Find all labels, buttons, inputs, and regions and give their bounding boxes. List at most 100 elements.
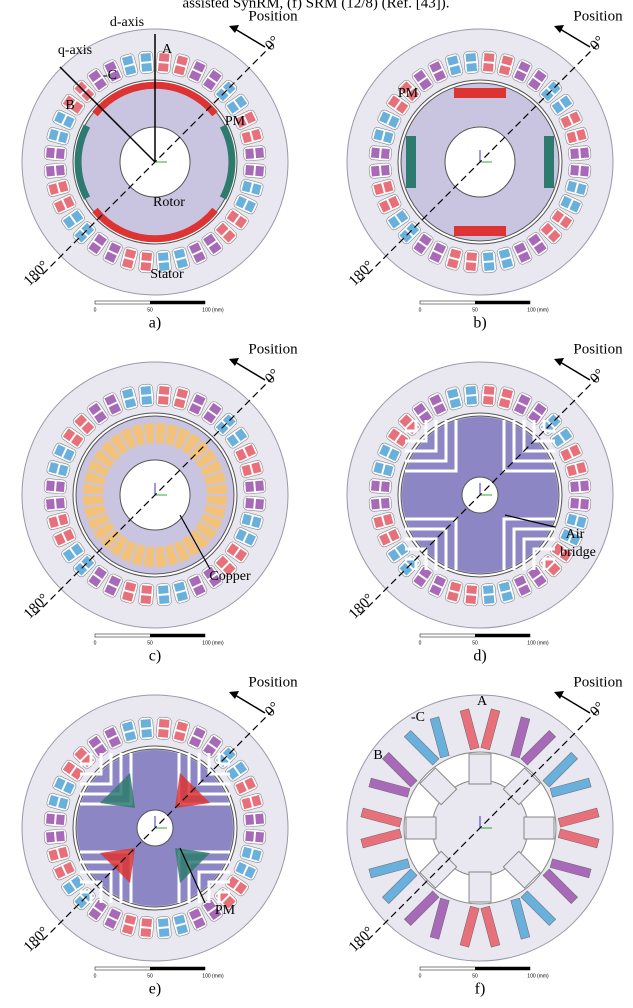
coil <box>466 396 477 405</box>
slot <box>44 811 67 827</box>
coil <box>158 252 169 261</box>
position-arrow <box>235 29 265 47</box>
slot <box>243 811 266 827</box>
slot <box>44 145 67 161</box>
coil <box>56 165 65 176</box>
coil <box>159 595 170 604</box>
slot <box>44 478 67 494</box>
slot <box>156 384 172 407</box>
annotation: -C <box>411 710 425 725</box>
coil <box>570 165 579 176</box>
arrow-head <box>554 358 564 366</box>
coil <box>484 262 495 271</box>
slot <box>243 829 266 845</box>
coil <box>255 166 264 177</box>
slot <box>568 496 591 512</box>
arrow-head <box>229 358 239 366</box>
slot <box>243 145 266 161</box>
position-label: Position <box>573 341 623 357</box>
slot <box>481 51 497 74</box>
angle-label: 0° <box>587 699 608 720</box>
panel-label: c) <box>149 648 161 665</box>
position-label: Position <box>248 674 298 690</box>
slot <box>369 145 392 161</box>
coil <box>46 814 55 825</box>
coil <box>141 729 152 738</box>
annotation: -C <box>103 68 117 83</box>
annotation: Air <box>566 527 585 542</box>
coil <box>245 165 254 176</box>
slot <box>156 717 172 740</box>
coil <box>483 396 494 405</box>
panel-label: e) <box>149 981 161 998</box>
angle-label: 0° <box>262 33 283 54</box>
slot <box>568 145 591 161</box>
angle-label: 0° <box>262 699 283 720</box>
coil <box>141 585 152 594</box>
coil <box>56 814 65 825</box>
slot <box>138 583 154 606</box>
scale-bar-fill <box>475 634 530 637</box>
slot <box>369 163 392 179</box>
annotation: PM <box>225 114 246 129</box>
coil <box>158 63 169 72</box>
coil <box>483 63 494 72</box>
scale-label: 100 (mm) <box>202 640 224 646</box>
coil <box>580 499 589 510</box>
coil <box>580 481 589 492</box>
position-arrow <box>560 362 590 380</box>
annotation: bridge <box>560 545 596 560</box>
coil <box>483 252 494 261</box>
annotation: A <box>477 694 488 709</box>
scale-label: 50 <box>147 973 153 979</box>
annotation: PM <box>215 903 236 918</box>
motor-panel: Position0°180°d-axisq-axisA-CBPMRotorSta… <box>21 8 298 331</box>
annotation: Copper <box>209 569 251 584</box>
annotation: Stator <box>150 267 184 282</box>
position-arrow <box>560 695 590 713</box>
caption: assisted SynRM, (f) SRM (12/8) (Ref. [43… <box>182 0 449 11</box>
rotor-pole <box>524 817 554 839</box>
coil <box>466 595 477 604</box>
coil <box>466 386 477 395</box>
panel-label: b) <box>473 315 486 332</box>
arrow-head <box>229 691 239 699</box>
angle-label: 180° <box>346 924 377 955</box>
annotation: B <box>373 748 382 763</box>
slot <box>243 163 266 179</box>
magnet <box>406 136 416 188</box>
scale-label: 100 (mm) <box>202 307 224 313</box>
scale-label: 0 <box>419 973 422 979</box>
coil <box>245 831 254 842</box>
scale-label: 100 (mm) <box>527 307 549 313</box>
scale-label: 100 (mm) <box>527 640 549 646</box>
rotor-pole <box>469 754 491 784</box>
coil <box>141 396 152 405</box>
scale-bar-fill <box>475 301 530 304</box>
coil <box>255 832 264 843</box>
annotation: B <box>65 98 74 113</box>
angle-label: 0° <box>587 33 608 54</box>
slot <box>481 384 497 407</box>
coil <box>381 481 390 492</box>
coil <box>141 53 152 62</box>
coil <box>570 498 579 509</box>
coil <box>159 928 170 937</box>
slot <box>44 496 67 512</box>
annotation: q-axis <box>58 43 92 58</box>
slot <box>44 163 67 179</box>
scale-bar-fill <box>150 301 205 304</box>
angle-label: 180° <box>21 924 52 955</box>
coil <box>255 481 264 492</box>
motor-panel: Position0°180°Copper050100 (mm)c) <box>21 341 298 664</box>
slot <box>463 250 479 273</box>
coil <box>255 499 264 510</box>
coil <box>245 481 254 492</box>
coil <box>46 499 55 510</box>
angle-label: 180° <box>21 591 52 622</box>
rotor-pole <box>469 872 491 902</box>
rotor-pole <box>406 817 436 839</box>
slot <box>243 496 266 512</box>
position-arrow <box>560 29 590 47</box>
arrow-head <box>554 25 564 33</box>
